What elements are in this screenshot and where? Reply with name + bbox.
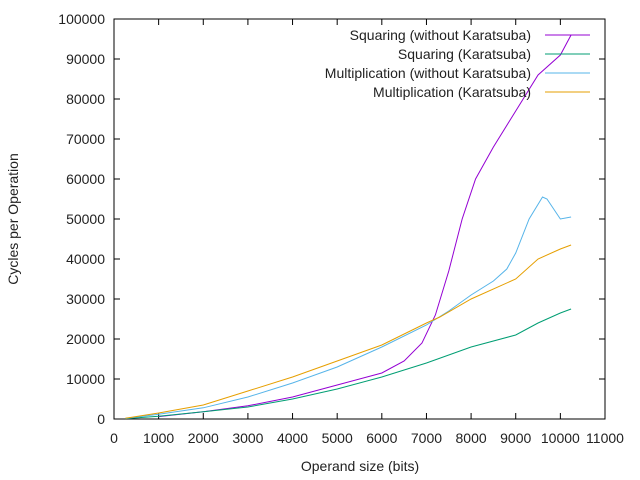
x-tick-label: 10000	[541, 430, 580, 446]
x-axis-label: Operand size (bits)	[301, 458, 419, 474]
y-tick-label: 40000	[66, 251, 105, 267]
legend-label-0: Squaring (without Karatsuba)	[350, 27, 531, 43]
y-tick-label: 90000	[66, 51, 105, 67]
series-line-3	[125, 244, 572, 419]
y-tick-label: 70000	[66, 131, 105, 147]
y-tick-label: 50000	[66, 211, 105, 227]
y-tick-label: 100000	[58, 11, 105, 27]
series-line-0	[158, 34, 572, 418]
x-tick-label: 4000	[277, 430, 308, 446]
series-line-1	[125, 308, 572, 420]
x-tick-label: 5000	[322, 430, 353, 446]
x-tick-label: 2000	[188, 430, 219, 446]
x-tick-label: 8000	[456, 430, 487, 446]
legend-label-2: Multiplication (without Karatsuba)	[325, 65, 531, 81]
y-tick-label: 0	[97, 411, 105, 427]
x-tick-label: 1000	[143, 430, 174, 446]
legend-label-3: Multiplication (Karatsuba)	[373, 84, 531, 100]
y-tick-label: 60000	[66, 171, 105, 187]
x-tick-label: 9000	[500, 430, 531, 446]
x-tick-label: 6000	[366, 430, 397, 446]
y-axis-label: Cycles per Operation	[5, 153, 21, 285]
y-tick-label: 10000	[66, 371, 105, 387]
x-tick-label: 11000	[586, 430, 624, 446]
x-tick-label: 7000	[411, 430, 442, 446]
y-tick-label: 80000	[66, 91, 105, 107]
x-tick-label: 0	[110, 430, 118, 446]
series-line-2	[125, 196, 572, 419]
x-tick-label: 3000	[232, 430, 263, 446]
y-tick-label: 20000	[66, 331, 105, 347]
legend-label-1: Squaring (Karatsuba)	[398, 46, 531, 62]
y-tick-label: 30000	[66, 291, 105, 307]
